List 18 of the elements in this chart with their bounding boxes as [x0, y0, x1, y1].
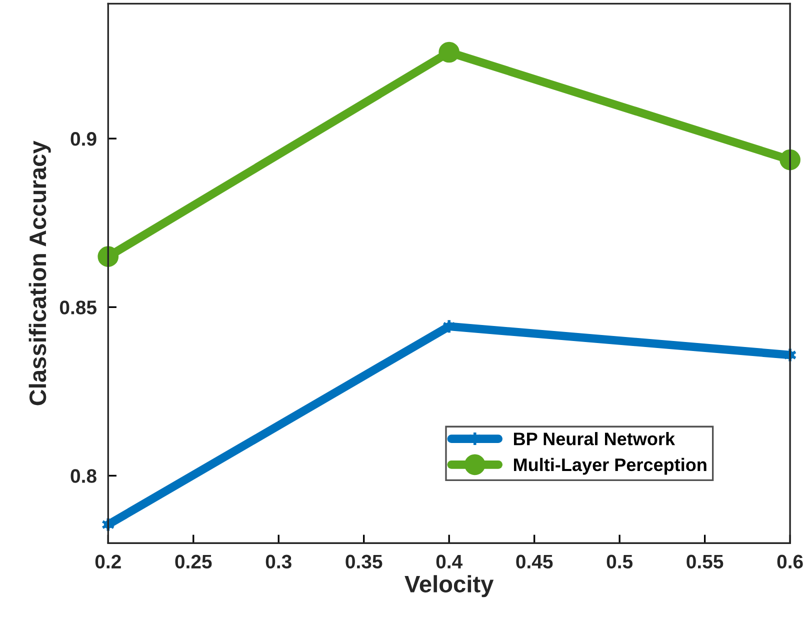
legend-label: Multi-Layer Perception	[514, 458, 706, 475]
x-axis-title: Velocity	[404, 575, 494, 598]
x-tick-label: 0.25	[175, 554, 212, 569]
x-tick-label: 0.55	[686, 554, 724, 569]
point	[438, 42, 460, 63]
y-tick-label: 0.85	[60, 300, 96, 314]
y-tick-label: 0.8	[70, 469, 96, 483]
x-tick-label: 0.4	[436, 554, 463, 569]
x-tick-label: 0.6	[777, 554, 803, 569]
y-axis-title: Classification Accuracy	[28, 140, 51, 406]
x-tick-label: 0.3	[266, 554, 292, 569]
point	[98, 246, 119, 267]
y-tick-label: 0.9	[70, 132, 96, 146]
x-tick-label: 0.5	[606, 554, 633, 569]
x-tick-label: 0.35	[346, 554, 382, 569]
x-tick-label: 0.45	[516, 554, 553, 569]
x-tick-label: 0.2	[95, 554, 121, 569]
legend-label: BP Neural Network	[514, 432, 676, 446]
